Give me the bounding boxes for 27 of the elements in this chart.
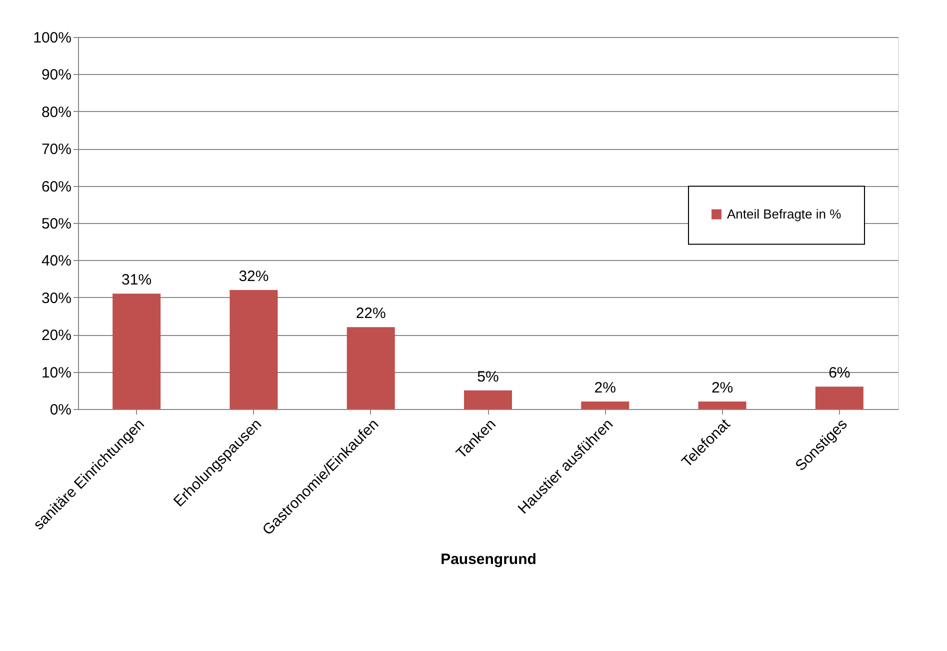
x-axis-title: Pausengrund	[440, 550, 536, 568]
data-label: 31%	[122, 272, 152, 289]
data-label: 5%	[477, 368, 499, 386]
y-tick-label: 60%	[41, 178, 72, 196]
y-tick-label: 0%	[50, 402, 72, 418]
y-tick-label: 40%	[41, 252, 72, 270]
legend-label: Anteil Befragte in %	[727, 206, 842, 222]
y-tick-label: 50%	[41, 216, 72, 232]
y-tick-label: 70%	[41, 141, 72, 158]
bar	[230, 290, 278, 409]
y-tick-label: 100%	[33, 30, 72, 46]
data-label: 32%	[238, 268, 269, 285]
bar	[346, 327, 395, 409]
data-label: 6%	[828, 364, 850, 382]
y-tick-label: 10%	[41, 364, 72, 382]
data-label: 2%	[711, 380, 734, 397]
bar	[112, 294, 161, 409]
bar	[698, 402, 746, 409]
data-label: 2%	[594, 380, 616, 397]
bar	[581, 402, 630, 409]
y-tick-label: 20%	[41, 327, 72, 344]
y-tick-label: 90%	[41, 66, 72, 84]
data-label: 22%	[356, 305, 386, 322]
bar	[815, 386, 864, 409]
y-tick-label: 80%	[41, 104, 72, 121]
y-tick-label: 30%	[41, 290, 72, 307]
bar	[464, 390, 512, 409]
